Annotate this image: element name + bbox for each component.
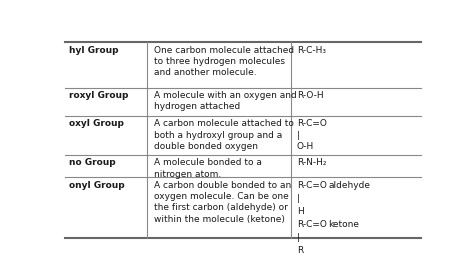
Text: no Group: no Group — [69, 158, 116, 167]
Text: R: R — [297, 246, 303, 255]
Text: oxyl Group: oxyl Group — [69, 119, 124, 129]
Text: aldehyde: aldehyde — [328, 181, 370, 190]
Text: R-C=O
|
O-H: R-C=O | O-H — [297, 119, 327, 151]
Text: |: | — [297, 194, 300, 203]
Text: R-N-H₂: R-N-H₂ — [297, 158, 327, 167]
Text: One carbon molecule attached
to three hydrogen molecules
and another molecule.: One carbon molecule attached to three hy… — [154, 45, 294, 78]
Text: A molecule with an oxygen and
hydrogen attached: A molecule with an oxygen and hydrogen a… — [154, 91, 296, 111]
Text: R-O-H: R-O-H — [297, 91, 324, 100]
Text: R-C=O: R-C=O — [297, 181, 327, 190]
Text: A carbon double bonded to an
oxygen molecule. Can be one
the first carbon (aldeh: A carbon double bonded to an oxygen mole… — [154, 181, 291, 224]
Text: H: H — [297, 207, 304, 216]
Text: A molecule bonded to a
nitrogen atom.: A molecule bonded to a nitrogen atom. — [154, 158, 262, 179]
Text: R-C-H₃: R-C-H₃ — [297, 45, 326, 55]
Text: R-C=O: R-C=O — [297, 220, 327, 229]
Text: onyl Group: onyl Group — [69, 181, 125, 190]
Text: ketone: ketone — [328, 220, 359, 229]
Text: hyl Group: hyl Group — [69, 45, 118, 55]
Text: |: | — [297, 233, 300, 242]
Text: A carbon molecule attached to
both a hydroxyl group and a
double bonded oxygen: A carbon molecule attached to both a hyd… — [154, 119, 293, 151]
Text: roxyl Group: roxyl Group — [69, 91, 128, 100]
